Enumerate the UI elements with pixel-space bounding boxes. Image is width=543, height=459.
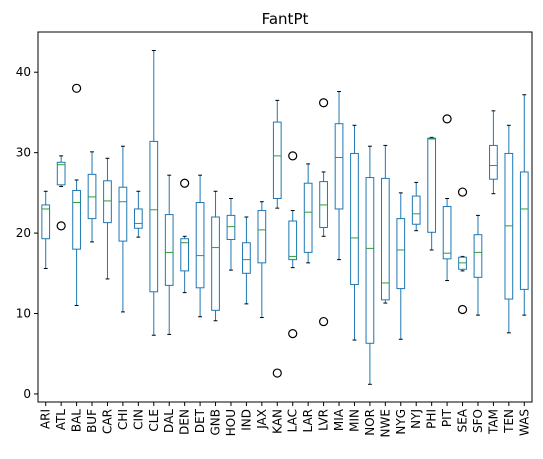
x-tick-label: HOU: [224, 409, 238, 436]
box-kan: [273, 122, 281, 198]
box-phi: [428, 138, 436, 232]
box-cle: [150, 141, 158, 291]
x-tick-label: DEN: [178, 409, 192, 435]
x-tick-label: NYJ: [409, 409, 423, 429]
x-tick-label: ATL: [54, 409, 68, 431]
x-tick-label: BUF: [85, 409, 99, 433]
box-dal: [165, 215, 173, 286]
x-tick-label: NYG: [394, 409, 408, 435]
axes-frame: [38, 32, 532, 402]
x-tick-label: LAC: [286, 409, 300, 432]
outlier-point: [181, 179, 189, 187]
x-tick-label: MIA: [332, 408, 346, 431]
y-tick-label: 10: [16, 307, 31, 321]
outlier-point: [289, 152, 297, 160]
plot-marks: 0 10 20 30 40 ARI ATL BAL BUF CAR CHI CIN CLE DAL DEN D…: [16, 51, 532, 438]
box-lac: [289, 221, 297, 260]
box-den: [181, 239, 189, 271]
x-tick-label: CIN: [131, 409, 145, 430]
outlier-point: [289, 330, 297, 338]
x-tick-label: NOR: [363, 409, 377, 436]
x-tick-label: TAM: [486, 409, 500, 435]
x-tick-label: BAL: [70, 409, 84, 432]
box-hou: [227, 215, 235, 239]
box-bal: [73, 190, 81, 249]
box-ari: [42, 205, 50, 239]
box-sfo: [474, 235, 482, 278]
box-nwe: [381, 178, 389, 299]
outlier-point: [273, 369, 281, 377]
outlier-point: [320, 99, 328, 107]
x-tick-label: NWE: [378, 409, 392, 437]
outlier-point: [73, 84, 81, 92]
x-tick-label: SFO: [471, 409, 485, 433]
x-tick-label: KAN: [270, 409, 284, 434]
box-nyg: [397, 219, 405, 289]
x-tick-label: PHI: [425, 409, 439, 429]
box-gnb: [212, 217, 220, 310]
box-det: [196, 203, 204, 288]
box-ind: [243, 243, 251, 274]
outlier-point: [459, 306, 467, 314]
box-nor: [366, 178, 374, 344]
x-tick-label: MIN: [347, 409, 361, 432]
x-tick-label: CHI: [116, 409, 130, 430]
box-nyj: [412, 196, 420, 224]
outlier-point: [320, 318, 328, 326]
outlier-point: [443, 115, 451, 123]
box-atl: [57, 162, 65, 185]
x-tick-label: LAR: [301, 409, 315, 433]
x-tick-label: CAR: [100, 409, 114, 434]
x-tick-label: SEA: [456, 408, 470, 432]
box-car: [104, 181, 112, 223]
y-tick-label: 30: [16, 146, 31, 160]
box-jax: [258, 211, 266, 263]
x-tick-label: DAL: [162, 409, 176, 433]
x-tick-label: PIT: [440, 408, 454, 427]
box-pit: [443, 207, 451, 259]
y-tick-label: 40: [16, 65, 31, 79]
outlier-point: [57, 222, 65, 230]
x-tick-label: WAS: [517, 409, 531, 436]
box-min: [351, 153, 359, 284]
x-tick-label: IND: [239, 409, 253, 431]
x-tick-label: JAX: [255, 409, 269, 430]
y-tick-label: 20: [16, 226, 31, 240]
x-tick-label: ARI: [39, 409, 53, 429]
y-tick-label: 0: [23, 387, 31, 401]
chart-title: FantPt: [262, 10, 309, 28]
box-tam: [490, 145, 498, 179]
x-tick-label: GNB: [209, 409, 223, 436]
box-was: [520, 172, 528, 289]
box-lar: [304, 183, 312, 252]
box-chi: [119, 187, 127, 241]
x-tick-label: LVR: [317, 409, 331, 431]
box-mia: [335, 124, 343, 209]
box-cin: [134, 209, 142, 228]
outlier-point: [459, 188, 467, 196]
x-tick-label: CLE: [147, 409, 161, 432]
x-tick-label: TEN: [502, 409, 516, 434]
x-tick-label: DET: [193, 408, 207, 433]
